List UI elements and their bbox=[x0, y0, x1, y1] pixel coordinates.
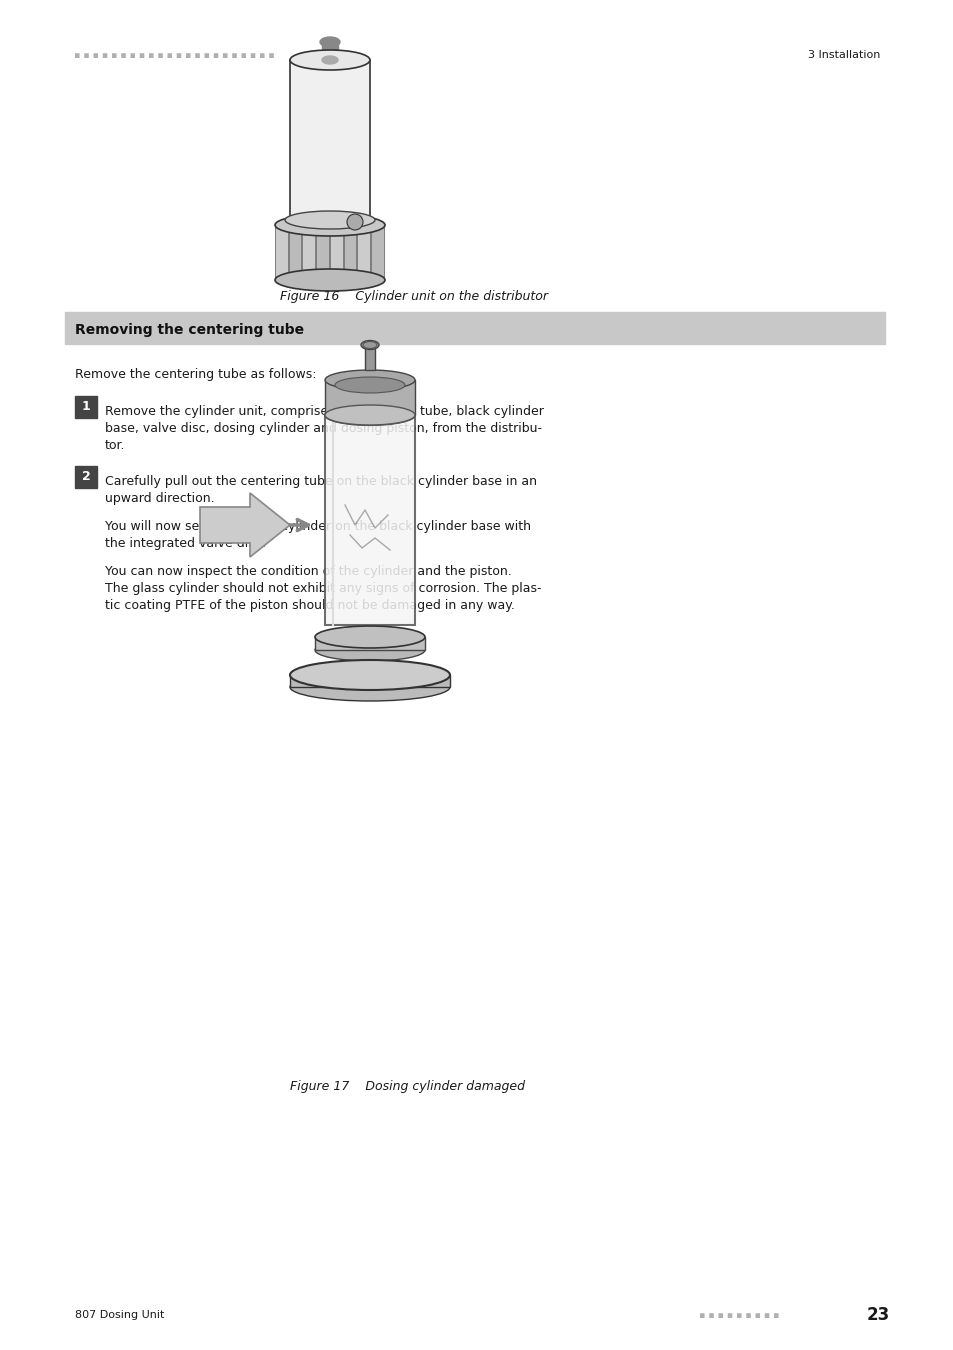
Ellipse shape bbox=[290, 50, 370, 70]
Bar bbox=[343, 225, 356, 279]
Ellipse shape bbox=[290, 674, 450, 701]
Text: 2: 2 bbox=[82, 470, 91, 482]
Bar bbox=[315, 225, 329, 279]
Polygon shape bbox=[200, 493, 290, 558]
Text: Figure 16    Cylinder unit on the distributor: Figure 16 Cylinder unit on the distribut… bbox=[280, 290, 547, 302]
Ellipse shape bbox=[290, 212, 370, 228]
Bar bbox=[365, 346, 375, 370]
Bar bbox=[302, 225, 314, 279]
Bar bbox=[357, 225, 370, 279]
Bar bbox=[65, 312, 884, 344]
Bar bbox=[75, 396, 97, 418]
Text: upward direction.: upward direction. bbox=[105, 491, 214, 505]
Ellipse shape bbox=[314, 626, 424, 648]
Circle shape bbox=[347, 215, 363, 230]
Text: ■ ■ ■ ■ ■ ■ ■ ■ ■: ■ ■ ■ ■ ■ ■ ■ ■ ■ bbox=[700, 1311, 782, 1319]
Text: You will now see the dosing cylinder on the black cylinder base with: You will now see the dosing cylinder on … bbox=[105, 520, 531, 533]
Text: Figure 17    Dosing cylinder damaged: Figure 17 Dosing cylinder damaged bbox=[290, 1080, 524, 1094]
Bar bbox=[330, 225, 342, 279]
Ellipse shape bbox=[325, 405, 415, 425]
Text: base, valve disc, dosing cylinder and dosing piston, from the distribu-: base, valve disc, dosing cylinder and do… bbox=[105, 423, 541, 435]
Text: Removing the centering tube: Removing the centering tube bbox=[75, 323, 304, 338]
Ellipse shape bbox=[325, 370, 415, 390]
Bar bbox=[322, 42, 337, 59]
Text: ■ ■ ■ ■ ■ ■ ■ ■ ■ ■ ■ ■ ■ ■ ■ ■ ■ ■ ■ ■ ■ ■: ■ ■ ■ ■ ■ ■ ■ ■ ■ ■ ■ ■ ■ ■ ■ ■ ■ ■ ■ ■ … bbox=[75, 50, 278, 59]
Text: 1: 1 bbox=[82, 400, 91, 413]
Bar bbox=[325, 414, 415, 625]
FancyBboxPatch shape bbox=[290, 59, 370, 220]
Bar bbox=[371, 225, 384, 279]
Text: Remove the cylinder unit, comprised of centering tube, black cylinder: Remove the cylinder unit, comprised of c… bbox=[105, 405, 543, 418]
Ellipse shape bbox=[314, 639, 424, 662]
Ellipse shape bbox=[285, 211, 375, 230]
Text: tor.: tor. bbox=[105, 439, 126, 452]
Text: the integrated valve disk.: the integrated valve disk. bbox=[105, 537, 266, 549]
Ellipse shape bbox=[363, 342, 376, 348]
Text: Remove the centering tube as follows:: Remove the centering tube as follows: bbox=[75, 369, 316, 381]
Text: 23: 23 bbox=[866, 1305, 889, 1324]
Bar bbox=[274, 225, 288, 279]
Text: 807 Dosing Unit: 807 Dosing Unit bbox=[75, 1310, 164, 1320]
Text: The glass cylinder should not exhibit any signs of corrosion. The plas-: The glass cylinder should not exhibit an… bbox=[105, 582, 541, 595]
Bar bbox=[325, 379, 415, 414]
Bar bbox=[75, 466, 97, 487]
Bar bbox=[314, 637, 424, 649]
Ellipse shape bbox=[335, 377, 405, 393]
Bar bbox=[289, 225, 301, 279]
Ellipse shape bbox=[274, 215, 385, 236]
Ellipse shape bbox=[360, 340, 378, 350]
Ellipse shape bbox=[325, 405, 415, 425]
Text: You can now inspect the condition of the cylinder and the piston.: You can now inspect the condition of the… bbox=[105, 566, 511, 578]
Ellipse shape bbox=[365, 343, 375, 347]
Text: Carefully pull out the centering tube on the black cylinder base in an: Carefully pull out the centering tube on… bbox=[105, 475, 537, 487]
Bar bbox=[290, 675, 450, 687]
Ellipse shape bbox=[290, 660, 450, 690]
Text: tic coating PTFE of the piston should not be damaged in any way.: tic coating PTFE of the piston should no… bbox=[105, 599, 515, 612]
Text: 3 Installation: 3 Installation bbox=[807, 50, 879, 59]
Ellipse shape bbox=[322, 55, 337, 63]
Ellipse shape bbox=[274, 269, 385, 292]
Ellipse shape bbox=[319, 36, 339, 47]
